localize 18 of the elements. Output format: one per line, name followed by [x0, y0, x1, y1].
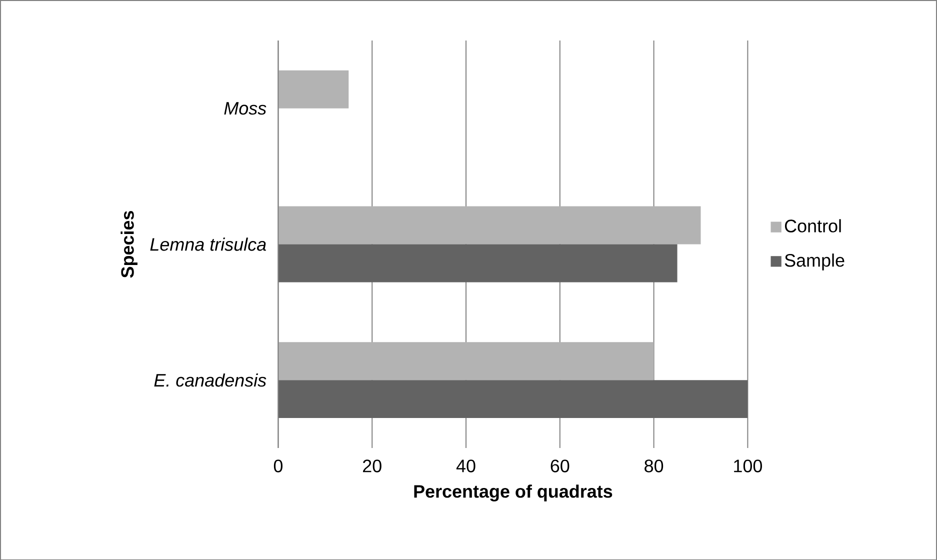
legend-label: Sample [784, 253, 844, 270]
x-tick-label: 100 [734, 459, 762, 472]
bar [278, 244, 678, 282]
x-axis-title: Percentage of quadrats [414, 484, 612, 502]
bar [278, 206, 701, 244]
bar [278, 70, 349, 108]
y-axis-title: Species [120, 210, 138, 278]
x-tick-label: 0 [274, 459, 283, 472]
y-tick-label: Moss [224, 102, 266, 114]
x-tick-label: 20 [363, 459, 382, 472]
bar [278, 342, 654, 380]
x-tick-label: 40 [456, 459, 476, 472]
y-tick-label: E. canadensis [154, 373, 266, 387]
x-tick-label: 80 [644, 459, 664, 472]
x-tick-label: 60 [550, 459, 570, 472]
bar [278, 380, 748, 418]
y-tick-label: Lemna trisulca [150, 237, 266, 251]
legend-label: Control [784, 218, 841, 232]
